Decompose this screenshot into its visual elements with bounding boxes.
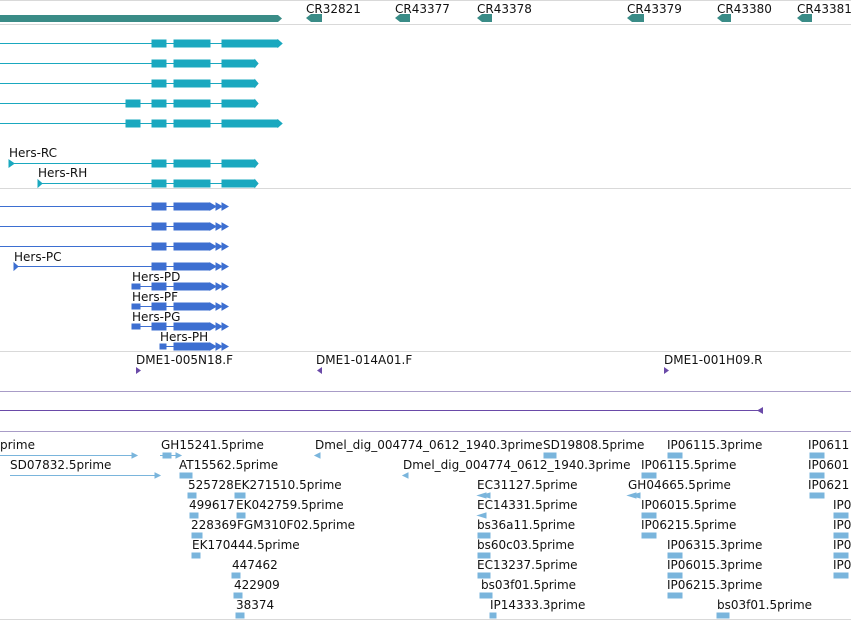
gene-label[interactable]: CR43379 [627,2,682,16]
est-label[interactable]: AT15562.5prime [179,458,279,472]
gene-marker-cr43378 [477,14,492,22]
protein-label[interactable]: Hers-PH [160,330,209,344]
est-label[interactable]: SD19808.5prime [543,438,645,452]
transcript-label[interactable]: Hers-RH [38,166,88,180]
est-label[interactable]: bs03f01.5prime [717,598,813,612]
track-divider [0,351,851,352]
clone-label[interactable]: DME1-014A01.F [316,353,413,367]
est-label[interactable]: FGM310F02.5prime [237,518,356,532]
est-label[interactable]: IP06315.3prime [667,538,763,552]
long-feature-arrow [757,407,763,414]
est-label[interactable]: 499617 [189,498,235,512]
est-label[interactable]: IP0 [833,558,851,572]
est-label[interactable]: EK271510.5prime [234,478,342,492]
track-divider [0,431,851,432]
gene-label[interactable]: CR43377 [395,2,450,16]
clone-marker [136,367,141,374]
clone-label[interactable]: DME1-005N18.F [136,353,234,367]
gene-label[interactable]: CR43378 [477,2,532,16]
est-label[interactable]: IP0 [833,518,851,532]
gene-marker-cr43377 [395,14,410,22]
gene-label[interactable]: CR43381 [797,2,851,16]
gene-label[interactable]: CR32821 [306,2,361,16]
est-label[interactable]: Dmel_dig_004774_0612_1940.3prime [403,458,631,472]
clone-marker [317,367,322,374]
gene-feature-arrow [278,15,282,22]
est-label[interactable]: IP0601 [808,458,850,472]
est-label[interactable]: IP06215.3prime [667,578,763,592]
est-label[interactable]: IP06115.5prime [641,458,737,472]
gene-label[interactable]: CR43380 [717,2,772,16]
gene-marker-cr43380 [717,14,731,22]
est-label[interactable]: bs36a11.5prime [477,518,576,532]
top-border [0,0,851,1]
est-label[interactable]: IP06115.3prime [667,438,763,452]
protein-label[interactable]: Hers-PF [132,290,179,304]
transcript-label[interactable]: Hers-RC [9,146,58,160]
est-label[interactable]: 38374 [236,598,275,612]
protein-label[interactable]: Hers-PG [132,310,181,324]
est-label[interactable]: 447462 [232,558,278,572]
est-label[interactable]: EC31127.5prime [477,478,578,492]
est-label[interactable]: EC14331.5prime [477,498,578,512]
protein-label[interactable]: Hers-PC [14,250,62,264]
track-divider [0,391,851,392]
est-label[interactable]: IP06015.3prime [667,558,763,572]
clone-label[interactable]: DME1-001H09.R [664,353,763,367]
gene-feature-bar[interactable] [0,15,278,22]
est-label[interactable]: IP0611 [808,438,850,452]
est-label[interactable]: bs03f01.5prime [481,578,577,592]
est-label[interactable]: 228369 [191,518,237,532]
est-label[interactable]: IP0 [833,538,851,552]
gene-marker-cr43381 [797,14,812,22]
clone-marker [664,367,669,374]
est-label[interactable]: Dmel_dig_004774_0612_1940.3prime [315,438,543,452]
est-label[interactable]: IP0621 [808,478,850,492]
est-label[interactable]: EC13237.5prime [477,558,578,572]
est-label[interactable]: IP06015.5prime [641,498,737,512]
est-label[interactable]: EK170444.5prime [192,538,300,552]
est-label[interactable]: IP0 [833,498,851,512]
est-label[interactable]: bs60c03.5prime [477,538,575,552]
est-label[interactable]: 525728 [188,478,234,492]
protein-label[interactable]: Hers-PD [132,270,181,284]
track-divider [0,24,851,25]
gene-marker-cr43379 [627,14,644,22]
est-label[interactable]: 422909 [234,578,280,592]
est-label[interactable]: prime [0,438,35,452]
gene-marker-cr32821 [306,14,322,22]
est-label[interactable]: EK042759.5prime [236,498,344,512]
est-label[interactable]: GH15241.5prime [161,438,264,452]
est-label[interactable]: SD07832.5prime [10,458,112,472]
est-label[interactable]: IP14333.3prime [490,598,586,612]
track-divider [0,188,851,189]
est-label[interactable]: IP06215.5prime [641,518,737,532]
est-label[interactable]: GH04665.5prime [628,478,731,492]
